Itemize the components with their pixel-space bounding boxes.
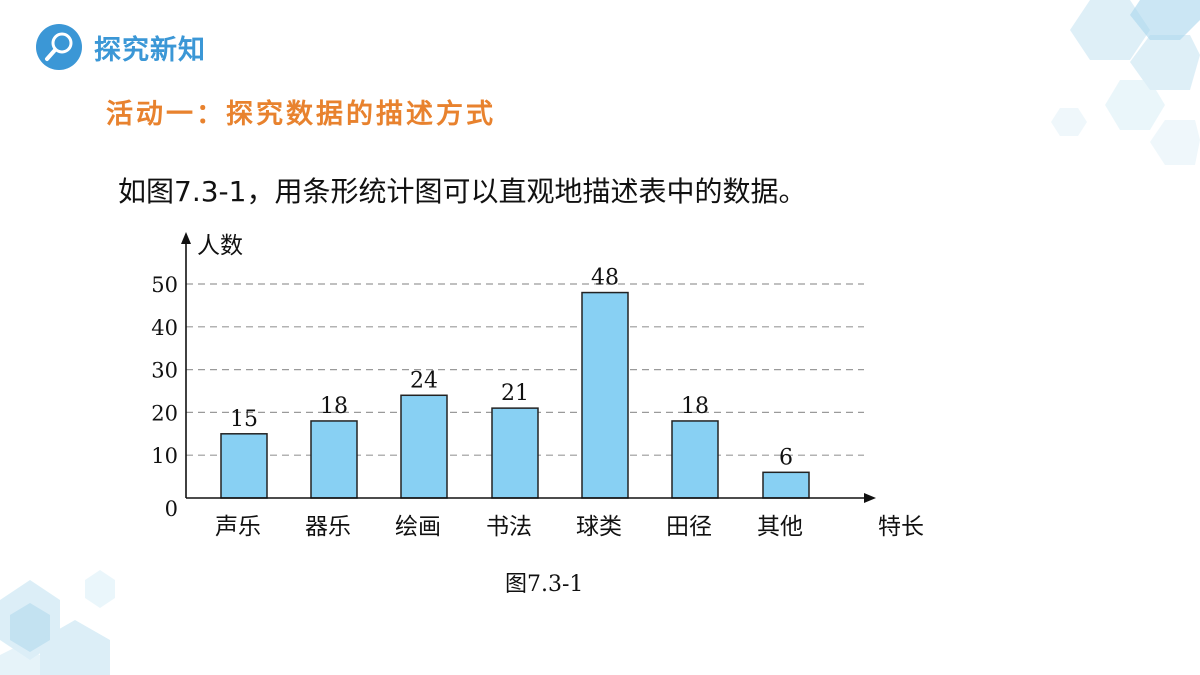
bar <box>491 407 539 499</box>
bar <box>581 291 629 499</box>
y-tick-label: 40 <box>151 316 178 340</box>
bar <box>400 394 448 499</box>
x-axis-label: 特长 <box>878 514 924 540</box>
y-tick-label: 30 <box>151 359 178 383</box>
magnifier-icon <box>36 24 82 70</box>
section-header: 探究新知 <box>36 24 206 70</box>
data-label: 48 <box>591 266 619 291</box>
bar <box>671 420 719 499</box>
x-tick-label: 田径 <box>666 514 712 540</box>
x-tick-label: 声乐 <box>215 514 261 540</box>
y-tick-label: 50 <box>151 273 178 297</box>
data-label: 6 <box>779 445 793 470</box>
x-tick-label: 器乐 <box>305 514 351 540</box>
x-tick-label: 绘画 <box>395 514 441 540</box>
y-tick-label: 10 <box>151 444 178 468</box>
data-label: 15 <box>230 407 258 432</box>
data-label: 18 <box>320 394 348 419</box>
y-tick-label: 20 <box>151 401 178 425</box>
intro-text: 如图7.3-1，用条形统计图可以直观地描述表中的数据。 <box>118 175 807 208</box>
activity-title: 活动一：探究数据的描述方式 <box>106 99 496 130</box>
section-title: 探究新知 <box>94 34 206 66</box>
data-label: 21 <box>501 381 529 406</box>
bar <box>220 433 268 499</box>
bar <box>762 471 810 499</box>
data-label: 18 <box>681 394 709 419</box>
bar <box>310 420 358 499</box>
x-tick-label: 书法 <box>486 514 532 540</box>
figure-caption: 图7.3-1 <box>505 572 584 597</box>
y-axis-arrow <box>181 232 191 244</box>
x-tick-label: 球类 <box>576 514 622 540</box>
y-tick-label: 0 <box>165 497 178 521</box>
x-tick-label: 其他 <box>757 514 803 540</box>
data-label: 24 <box>410 368 438 393</box>
x-axis-arrow <box>864 493 876 503</box>
y-axis-label: 人数 <box>197 233 243 259</box>
